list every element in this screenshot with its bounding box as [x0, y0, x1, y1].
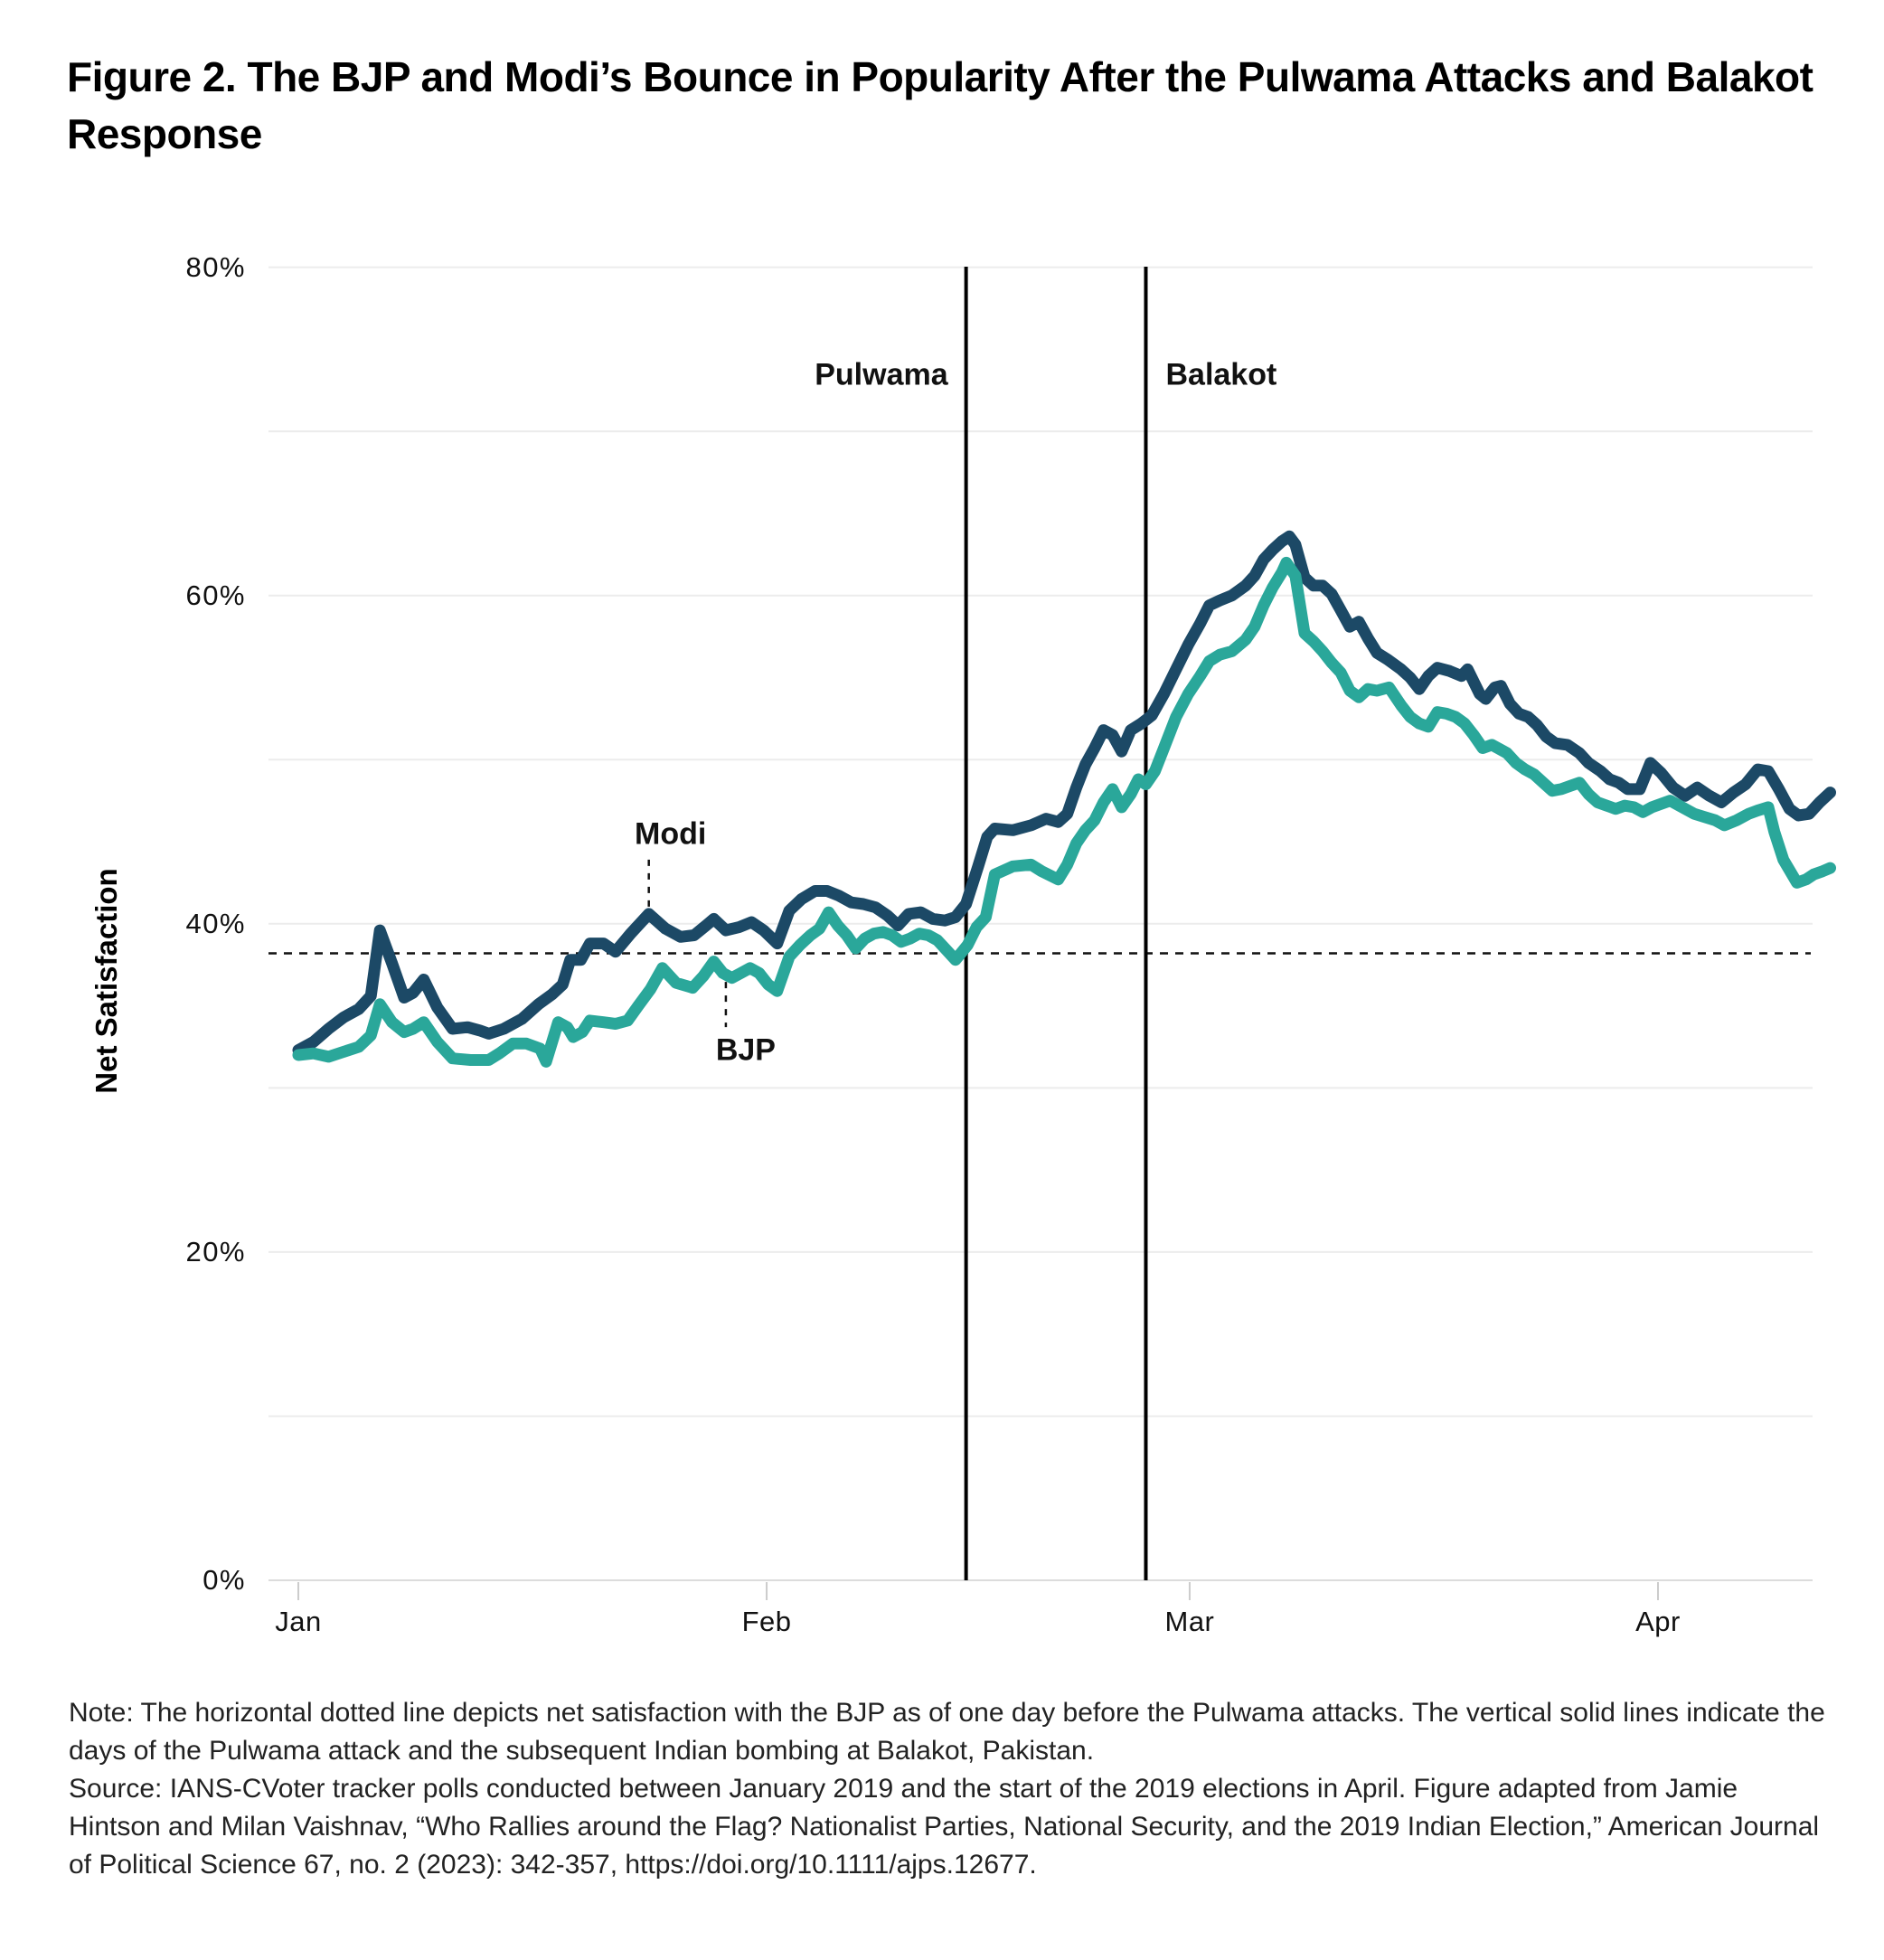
y-tick-label-20: 20%	[185, 1235, 246, 1267]
y-tick-label-80: 80%	[185, 250, 246, 283]
annotation-label-bjp: BJP	[715, 1032, 776, 1068]
annotation-label-modi: Modi	[635, 816, 707, 852]
figure-title: Figure 2. The BJP and Modi’s Bounce in P…	[67, 53, 1813, 158]
y-axis-title: Net Satisfaction	[89, 868, 123, 1094]
y-tick-label-40: 40%	[185, 907, 246, 939]
month-label-jan: Jan	[275, 1606, 322, 1637]
source-text: Source: IANS-CVoter tracker polls conduc…	[69, 1774, 1820, 1880]
footnotes: Note: The horizontal dotted line depicts…	[69, 1694, 1832, 1884]
y-tick-label-60: 60%	[185, 579, 246, 611]
note-text: Note: The horizontal dotted line depicts…	[69, 1698, 1825, 1766]
series-line-bjp	[292, 556, 1836, 1068]
month-label-mar: Mar	[1164, 1606, 1215, 1637]
event-label-pulwama: Pulwama	[815, 357, 948, 392]
y-tick-label-0: 0%	[203, 1564, 246, 1596]
series-line-modi	[292, 530, 1836, 1057]
month-label-feb: Feb	[741, 1606, 792, 1637]
event-label-balakot: Balakot	[1165, 357, 1277, 392]
month-label-apr: Apr	[1635, 1606, 1681, 1637]
